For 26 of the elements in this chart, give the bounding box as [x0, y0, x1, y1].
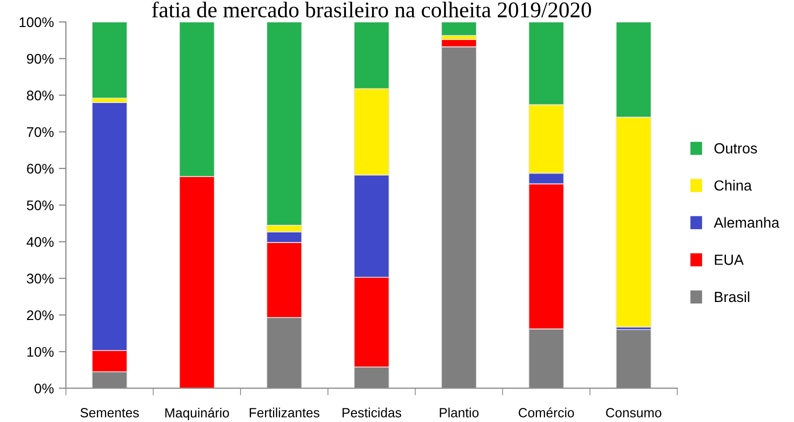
- x-tick-label: Plantio: [440, 408, 479, 418]
- y-tick-label: 80%: [26, 90, 54, 100]
- x-tick-label: Maquinário: [165, 408, 229, 420]
- legend-label: EUA: [714, 254, 744, 265]
- y-tick-label: 100%: [20, 17, 54, 28]
- x-tick-label: Pesticidas: [342, 408, 402, 418]
- y-tick-label: 50%: [26, 200, 54, 210]
- y-tick-label: 60%: [27, 164, 54, 174]
- x-tick-label: Consumo: [606, 408, 662, 418]
- chart-title: fatia de mercado brasileiro na colheita 2019/2020: [152, 2, 592, 18]
- legend-label: Brasil: [714, 291, 750, 302]
- legend-label: China: [714, 180, 752, 191]
- y-tick-label: 20%: [27, 310, 54, 320]
- y-tick-label: 40%: [26, 237, 54, 247]
- y-tick-label: 0%: [34, 384, 54, 394]
- x-tick-label: Sementes: [80, 408, 139, 418]
- x-tick-label: Fertilizantes: [250, 408, 320, 418]
- y-tick-label: 10%: [27, 346, 54, 357]
- bar: [441, 22, 477, 36]
- y-tick-label: 70%: [27, 127, 54, 137]
- legend-label: Outros: [714, 143, 757, 154]
- y-tick-label: 90%: [26, 54, 54, 64]
- bar: [92, 22, 128, 99]
- y-tick-label: 30%: [26, 274, 54, 284]
- x-tick-label: Comércio: [518, 408, 574, 418]
- legend-label: Alemanha: [714, 217, 780, 228]
